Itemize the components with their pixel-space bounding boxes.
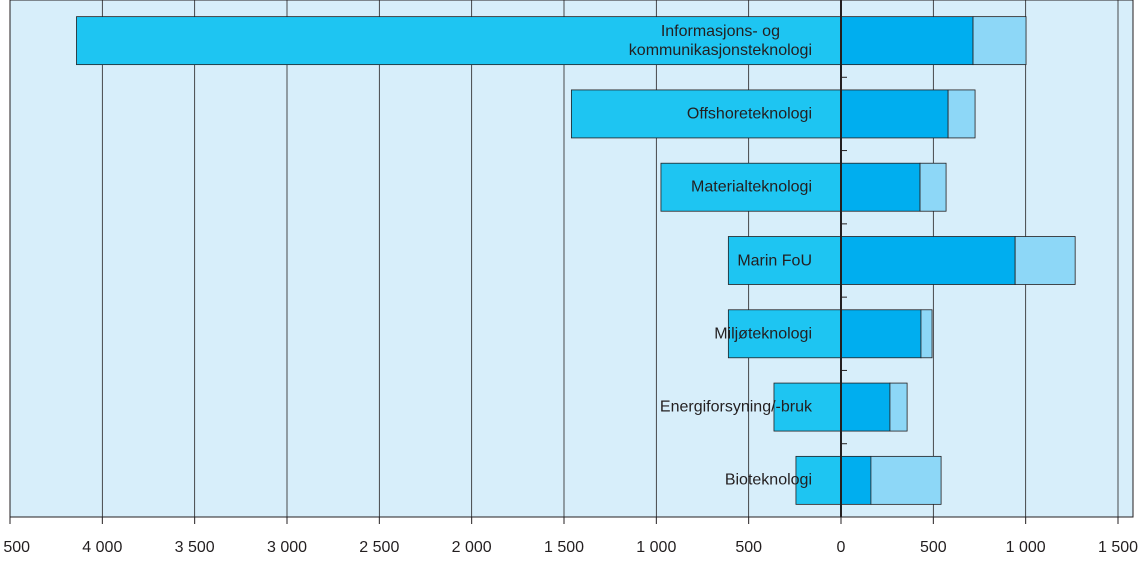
bar: [773, 382, 842, 432]
bar: [840, 455, 872, 505]
x-tick-label: 500: [735, 539, 762, 556]
bar: [840, 236, 1016, 285]
x-tick-label: 2 000: [452, 539, 492, 556]
category-label: Marin FoU: [737, 252, 812, 269]
x-tick-label: 1 000: [636, 539, 676, 556]
bar: [1014, 236, 1076, 285]
bar: [76, 16, 842, 66]
bar: [727, 236, 842, 285]
x-tick-label: 1 000: [1006, 539, 1046, 556]
bar: [660, 162, 842, 212]
x-tick-label: 500: [920, 539, 947, 556]
x-tick-label: 1 500: [1098, 539, 1138, 556]
bar: [972, 16, 1027, 66]
x-tick-label: 3 000: [267, 539, 307, 556]
bar: [920, 309, 933, 359]
bar: [795, 455, 842, 505]
x-tick-label: 1 500: [544, 539, 584, 556]
bar: [840, 309, 922, 359]
category-label: Energiforsyning/-bruk: [659, 398, 812, 416]
category-label: Materialteknologi: [691, 178, 812, 196]
category-label: Miljøteknologi: [714, 325, 812, 343]
bar: [840, 16, 974, 66]
bar: [947, 89, 976, 139]
bar: [727, 309, 842, 359]
bar: [840, 382, 891, 432]
bar: [889, 382, 908, 432]
x-tick-label: 3 500: [175, 539, 215, 556]
category-label: Bioteknologi: [724, 471, 812, 489]
x-tick-label: 4 000: [82, 539, 122, 556]
x-tick-label: 2 500: [359, 539, 399, 556]
bar: [870, 455, 942, 505]
x-tick-label: 0: [837, 539, 846, 556]
category-label: Informasjons- og kommunikasjonsteknologi: [628, 22, 812, 59]
bar: [919, 162, 947, 212]
bar: [840, 162, 921, 212]
category-label: Offshoreteknologi: [686, 105, 812, 123]
x-tick-label: 4 500: [0, 539, 30, 556]
bar: [840, 89, 949, 139]
